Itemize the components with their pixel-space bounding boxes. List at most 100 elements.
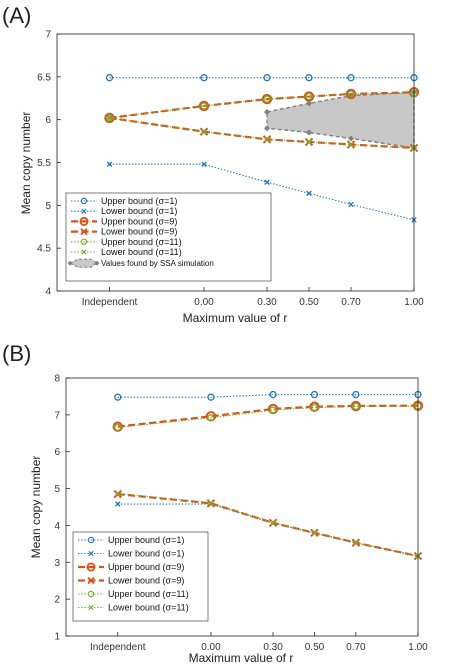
legend-marker-b-5	[88, 604, 94, 611]
data-point-b-5	[353, 539, 359, 546]
legend-label-a-4: Upper bound (σ=11)	[101, 237, 182, 247]
legend-marker-a-5	[81, 249, 87, 255]
data-point-a-4	[200, 102, 208, 110]
ssa-region	[266, 91, 415, 149]
data-point-a-0	[105, 74, 114, 82]
y-tick-label-a: 5	[45, 201, 51, 212]
legend-label-b-4: Upper bound (σ=11)	[108, 589, 189, 599]
y-tick-label-b: 4	[54, 521, 60, 532]
data-point-a-5	[106, 115, 113, 121]
y-tick-label-a: 4	[45, 287, 51, 298]
data-point-b-5	[311, 530, 318, 536]
data-point-a-4	[347, 90, 355, 98]
data-point-a-5	[201, 128, 207, 135]
x-tick-label-a: 1.00	[404, 297, 424, 308]
x-tick-label-b: 0.50	[305, 642, 325, 653]
ssa-point	[306, 100, 312, 107]
legend-label-ssa: Values found by SSA simulation	[101, 259, 214, 268]
data-point-b-5	[115, 490, 121, 497]
x-tick-label-b: 0.70	[346, 642, 366, 653]
data-point-a-0	[305, 74, 313, 82]
data-point-b-4	[207, 414, 215, 422]
x-tick-label-b: 0.00	[201, 642, 221, 653]
data-point-a-0	[263, 74, 271, 82]
panel-a: (A) 4 4.5 5 5.5 6 6.5 7 Independent 0.00 0.30 0.50…	[2, 3, 424, 325]
data-point-b-0	[207, 393, 215, 401]
legend-box-b	[72, 531, 209, 622]
data-point-b-0	[114, 393, 122, 401]
ssa-point	[264, 125, 270, 132]
data-point-b-1	[115, 501, 121, 507]
x-tick-label-a: 0.00	[194, 297, 214, 308]
series-line-a-5	[109, 117, 415, 149]
legend-marker-a-3	[80, 227, 88, 236]
y-tick-label-b: 2	[54, 595, 60, 606]
data-point-b-5	[208, 500, 214, 506]
data-point-b-4	[352, 402, 360, 411]
data-point-b-0	[310, 390, 319, 399]
ssa-point	[348, 135, 354, 142]
data-point-a-5	[348, 141, 354, 148]
legend-label-a-3: Lower bound (σ=9)	[101, 227, 177, 237]
legend-label-b-2: Upper bound (σ=9)	[108, 562, 184, 572]
legend-ssa-swatch	[68, 258, 98, 268]
legend-label-b-1: Lower bound (σ=1)	[108, 549, 184, 559]
legend-label-a-2: Upper bound (σ=9)	[101, 216, 177, 226]
data-point-b-4	[269, 406, 277, 414]
legend-label-b-0: Upper bound (σ=1)	[108, 535, 184, 545]
legend-label-b-3: Lower bound (σ=9)	[108, 576, 184, 586]
data-point-a-4	[105, 114, 114, 122]
y-tick-label-a: 6.5	[37, 72, 51, 83]
series-line-b-4	[117, 405, 419, 428]
y-tick-label-b: 5	[54, 484, 60, 495]
series-line-b-0	[117, 394, 418, 398]
data-point-a-1	[106, 161, 113, 167]
data-point-a-5	[264, 136, 270, 143]
legend-marker-a-1	[81, 208, 87, 214]
ssa-point	[264, 108, 270, 115]
x-axis-label-b: Maximum value of r	[189, 651, 294, 665]
panel-label-a: (A)	[2, 3, 31, 28]
panel-b: (B) 1 2 3 4 5 6 7 8 Independent 0.00 0.30 0.50 0.70 1…	[2, 341, 428, 665]
y-tick-label-a: 4.5	[37, 244, 51, 255]
data-point-b-0	[352, 390, 360, 399]
x-tick-label-b: 0.30	[263, 642, 283, 653]
legend-marker-a-0	[80, 197, 88, 205]
series-line-a-4	[109, 92, 415, 119]
y-tick-label-a: 6	[45, 115, 51, 126]
data-point-a-4	[305, 92, 313, 101]
data-point-b-5	[270, 520, 276, 526]
legend-marker-b-4	[87, 590, 95, 598]
y-tick-label-a: 5.5	[37, 158, 51, 169]
legend-marker-a-2	[79, 216, 89, 226]
y-tick-label-b: 8	[54, 374, 60, 385]
y-tick-label-b: 6	[54, 447, 60, 458]
ssa-point	[306, 129, 312, 136]
data-point-a-1	[201, 161, 207, 167]
y-tick-label-b: 7	[54, 410, 60, 421]
data-point-a-1	[348, 201, 354, 208]
legend-label-a-1: Lower bound (σ=1)	[101, 206, 177, 216]
data-point-b-4	[310, 403, 319, 412]
legend-marker-a-4	[80, 238, 88, 245]
x-tick-label-a: 0.30	[257, 297, 277, 308]
y-axis-label-a: Mean copy number	[19, 112, 33, 215]
series-line-b-5	[117, 492, 419, 557]
y-tick-label-b: 3	[54, 558, 60, 569]
legend-marker-b-3	[87, 576, 95, 585]
legend-marker-b-1	[88, 550, 94, 557]
legend-label-a-0: Upper bound (σ=1)	[101, 196, 177, 206]
x-tick-label-b: Independent	[90, 642, 146, 653]
y-axis-label-b: Mean copy number	[29, 456, 43, 559]
data-point-a-1	[306, 190, 312, 197]
x-tick-label-b: 1.00	[408, 642, 428, 653]
plot-frame-a	[56, 33, 415, 292]
legend-ssa-point	[67, 260, 73, 266]
series-line-b-2	[117, 404, 419, 428]
data-point-a-0	[200, 74, 208, 82]
data-point-a-5	[306, 139, 312, 145]
data-point-a-4	[263, 95, 271, 103]
data-point-a-1	[264, 179, 270, 185]
data-point-b-4	[114, 423, 122, 432]
